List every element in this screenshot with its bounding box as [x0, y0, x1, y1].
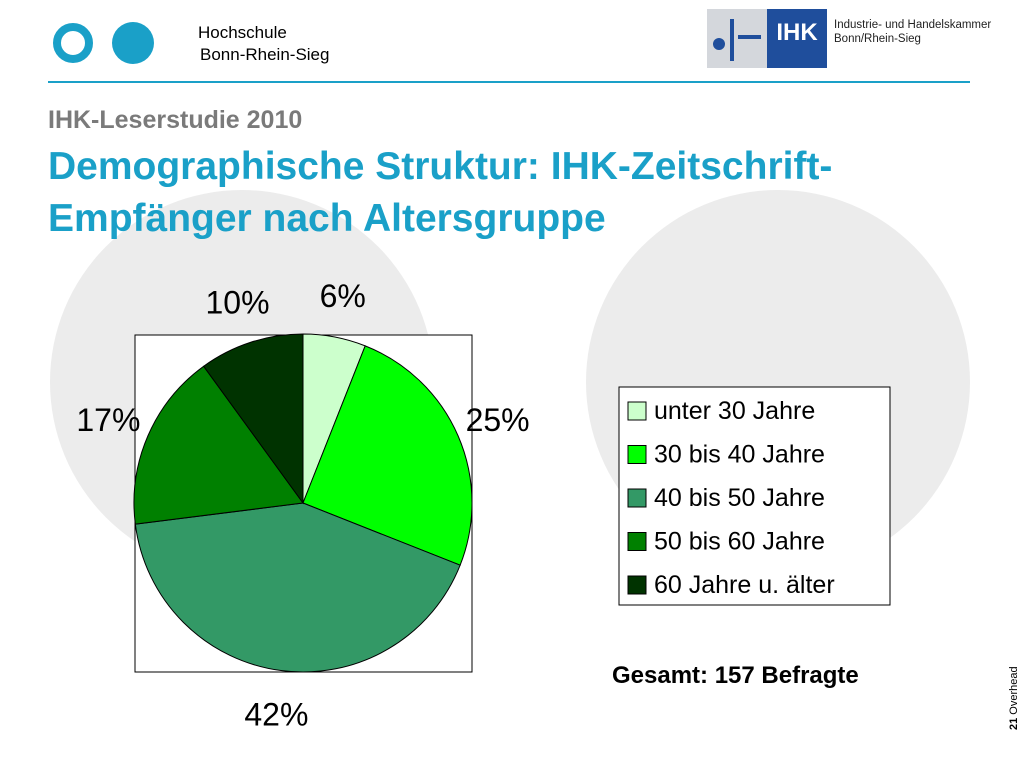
institution-name-line2: Bonn-Rhein-Sieg	[200, 45, 330, 64]
pie-slices	[133, 333, 473, 673]
hochschule-logo	[53, 22, 154, 64]
pie-label-60-jahre-u-lter: 10%	[205, 284, 269, 320]
ihk-logo-dot-icon	[713, 38, 725, 50]
total-respondents: Gesamt: 157 Befragte	[612, 662, 859, 689]
chamber-name-line1: Industrie- und Handelskammer	[834, 19, 992, 31]
legend-swatch-unter-30-jahre	[627, 401, 647, 421]
logo-ring-icon	[53, 23, 93, 63]
legend-label-50-bis-60-jahre: 50 bis 60 Jahre	[654, 528, 825, 556]
ihk-logo-text: IHK	[776, 19, 818, 46]
slide-title: Demographische Struktur: IHK-Zeitschrift…	[48, 145, 833, 240]
legend-box	[618, 386, 891, 606]
institution-name: Hochschule Bonn-Rhein-Sieg	[198, 22, 329, 66]
legend-label-unter-30-jahre: unter 30 Jahre	[654, 397, 815, 425]
legend-swatch-40-bis-50-jahre	[627, 488, 647, 508]
legend-swatch-60-jahre-u-lter	[627, 575, 647, 595]
chart-legend: unter 30 Jahre 30 bis 40 Jahre 40 bis 50 J…	[618, 386, 891, 606]
pie-label-50-bis-60-jahre: 17%	[76, 402, 140, 438]
chamber-name-line2: Bonn/Rhein-Sieg	[834, 33, 921, 45]
slide-kicker: IHK-Leserstudie 2010	[48, 106, 303, 134]
pie-label-40-bis-50-jahre: 42%	[244, 696, 308, 732]
pie-slice-40-bis-50-jahre	[134, 502, 461, 673]
chamber-name: Industrie- und Handelskammer Bonn/Rhein-…	[834, 18, 991, 46]
legend-swatch-30-bis-40-jahre	[627, 445, 647, 464]
page-number: 21	[1008, 717, 1020, 730]
pie-slice-30-bis-40-jahre	[302, 345, 473, 566]
ihk-logo: IHK	[707, 9, 827, 68]
pie-label-unter-30-jahre: 6%	[320, 278, 366, 314]
legend-label-60-jahre-u-lter: 60 Jahre u. älter	[654, 571, 835, 599]
header-divider	[48, 81, 970, 83]
pie-label-30-bis-40-jahre: 25%	[466, 402, 530, 438]
institution-name-line1: Hochschule	[198, 23, 287, 42]
legend-swatch-50-bis-60-jahre	[627, 532, 647, 551]
pie-slice-60-jahre-u-lter	[202, 333, 304, 505]
slide-number: 21 Overhead	[1008, 666, 1020, 730]
page-label: Overhead	[1008, 666, 1020, 715]
pie-slice-labels: 6% 25% 42% 17% 10%	[76, 278, 529, 733]
logo-dot-icon	[112, 22, 154, 64]
legend-label-30-bis-40-jahre: 30 bis 40 Jahre	[654, 441, 825, 469]
legend-label-40-bis-50-jahre: 40 bis 50 Jahre	[654, 484, 825, 512]
pie-slice-50-bis-60-jahre	[133, 365, 304, 525]
